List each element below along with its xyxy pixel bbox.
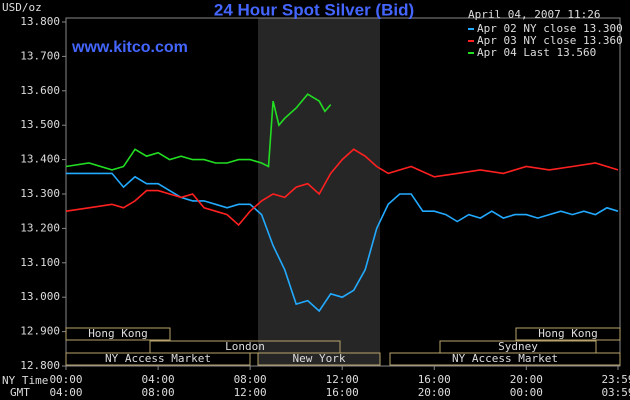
y-tick-label: 13.300 — [20, 187, 60, 200]
plot-frame — [65, 17, 621, 367]
y-tick-label: 12.800 — [20, 359, 60, 372]
session-label: Hong Kong — [88, 327, 148, 340]
gmt-tick-label: 03:59 — [601, 386, 630, 399]
gmt-tick-label: 04:00 — [49, 386, 82, 399]
y-tick-label: 13.500 — [20, 118, 60, 131]
legend-entry: Apr 04 Last 13.560 — [477, 46, 596, 59]
legend-entry: Apr 02 NY close 13.300 — [477, 22, 623, 35]
legend-entry: Apr 03 NY close 13.360 — [477, 34, 623, 47]
x-row-label: GMT — [10, 386, 30, 399]
x-tick-label: 16:00 — [418, 373, 451, 386]
session-label: NY Access Market — [452, 352, 558, 365]
y-tick-label: 13.800 — [20, 15, 60, 28]
x-tick-label: 08:00 — [234, 373, 267, 386]
timestamp: April 04, 2007 11:26 — [468, 8, 600, 21]
session-box — [65, 352, 251, 366]
y-tick-label: 13.000 — [20, 290, 60, 303]
watermark: www.kitco.com — [71, 39, 188, 56]
session-label: Hong Kong — [538, 327, 598, 340]
series-line — [65, 93, 332, 171]
session-label: New York — [293, 352, 346, 365]
session-label: Sydney — [498, 340, 538, 353]
gmt-tick-label: 16:00 — [326, 386, 359, 399]
series-line — [65, 148, 619, 227]
session-label: NY Access Market — [105, 352, 211, 365]
y-tick-label: 13.100 — [20, 256, 60, 269]
x-row-label: NY Time — [2, 374, 48, 387]
y-tick-label: 12.900 — [20, 325, 60, 338]
gmt-tick-label: 00:00 — [510, 386, 543, 399]
x-tick-label: 04:00 — [142, 373, 175, 386]
session-box — [65, 327, 171, 341]
y-label: USD/oz — [2, 1, 42, 14]
session-box — [257, 352, 381, 366]
gmt-tick-label: 08:00 — [142, 386, 175, 399]
y-tick-label: 13.600 — [20, 84, 60, 97]
x-tick-label: 00:00 — [49, 373, 82, 386]
y-tick-label: 13.200 — [20, 221, 60, 234]
x-tick-label: 23:59 — [601, 373, 630, 386]
y-tick-label: 13.400 — [20, 153, 60, 166]
session-box — [389, 352, 621, 366]
session-label: London — [225, 340, 265, 353]
y-tick-label: 13.700 — [20, 49, 60, 62]
x-tick-label: 20:00 — [510, 373, 543, 386]
gmt-tick-label: 12:00 — [234, 386, 267, 399]
chart-title: 24 Hour Spot Silver (Bid) — [214, 0, 414, 19]
x-tick-label: 12:00 — [326, 373, 359, 386]
ny-session-shade — [258, 18, 380, 366]
session-box — [515, 327, 621, 341]
series-line — [66, 172, 619, 313]
gmt-tick-label: 20:00 — [418, 386, 451, 399]
